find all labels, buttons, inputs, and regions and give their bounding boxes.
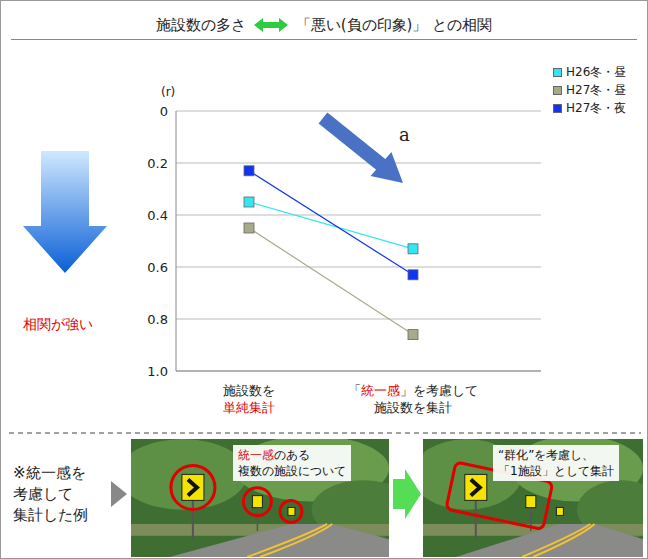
html-text:統一感のある: 統一感のある <box>238 448 310 462</box>
svg-text:0: 0 <box>160 104 168 119</box>
svg-text:施設数を単純集計: 施設数を単純集計 <box>223 383 275 415</box>
svg-text:1.0: 1.0 <box>147 364 168 379</box>
html-text:※統一感を 考慮して 集計した例: ※統一感を 考慮して 集計した例 <box>13 464 88 524</box>
html-text:(r): (r) <box>161 85 176 99</box>
html-text:「悪い(負の印象)」 との相関: 「悪い(負の印象)」 との相関 <box>295 15 493 34</box>
svg-text:「統一感」を考慮して施設数を集計: 「統一感」を考慮して施設数を集計 <box>348 383 478 415</box>
svg-text:0.4: 0.4 <box>147 208 168 223</box>
html-text:複数の施設について: 複数の施設について <box>238 464 346 478</box>
svg-text:0.6: 0.6 <box>147 260 168 275</box>
html-text:“群化”を考慮し、: “群化”を考慮し、 <box>498 448 595 462</box>
html-text:相関が強い: 相関が強い <box>23 316 93 332</box>
html-text:H26冬・昼: H26冬・昼 <box>566 65 627 79</box>
svg-text:0.2: 0.2 <box>147 156 168 171</box>
html-text:施設数の多さ: 施設数の多さ <box>155 15 246 34</box>
svg-text:0.8: 0.8 <box>147 312 168 327</box>
html-text:H27冬・昼: H27冬・昼 <box>566 83 627 97</box>
html-text:「1施設」として集計: 「1施設」として集計 <box>498 464 614 478</box>
svg-text:a: a <box>399 124 410 145</box>
html-text:H27冬・夜: H27冬・夜 <box>566 101 627 115</box>
